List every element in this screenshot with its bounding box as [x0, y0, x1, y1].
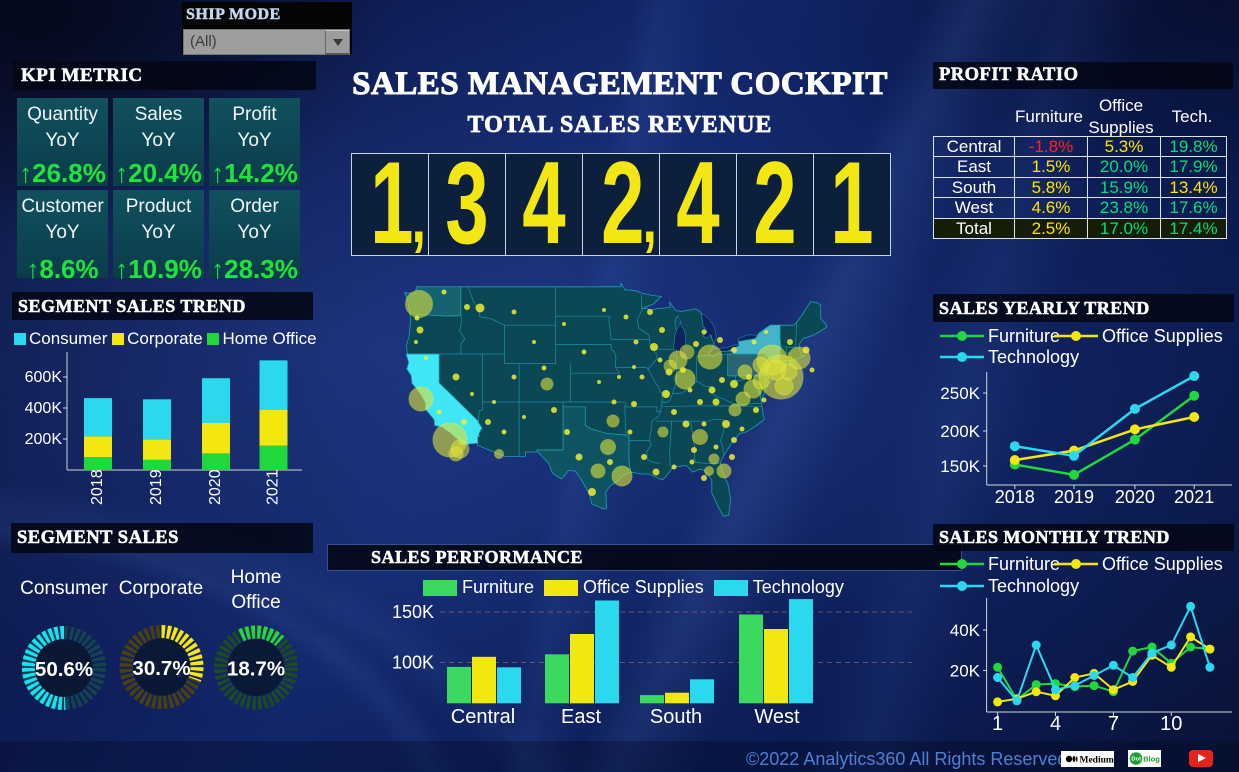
svg-text:50.6%: 50.6%	[35, 658, 93, 681]
svg-text:250K: 250K	[940, 384, 980, 403]
svg-text:10: 10	[1160, 713, 1182, 735]
svg-text:7: 7	[1108, 713, 1119, 735]
svg-text:200K: 200K	[940, 422, 980, 441]
svg-text:Technology: Technology	[988, 347, 1079, 367]
svg-text:20K: 20K	[950, 662, 981, 681]
svg-text:18.7%: 18.7%	[227, 658, 285, 681]
svg-text:Medium: Medium	[1080, 756, 1114, 766]
svg-text:2018: 2018	[89, 469, 106, 505]
svg-text:Office Supplies: Office Supplies	[1102, 326, 1223, 346]
svg-text:200K: 200K	[25, 431, 63, 448]
svg-text:Furniture: Furniture	[988, 554, 1060, 574]
svg-text:2018: 2018	[995, 487, 1035, 507]
svg-text:Technology: Technology	[988, 576, 1079, 596]
svg-text:East: East	[561, 706, 601, 728]
svg-text:2021: 2021	[265, 469, 282, 505]
svg-text:40K: 40K	[950, 621, 981, 640]
svg-text:West: West	[754, 706, 800, 728]
svg-text:Office Supplies: Office Supplies	[1102, 554, 1223, 574]
svg-text:Central: Central	[451, 706, 515, 728]
svg-text:2021: 2021	[1174, 487, 1214, 507]
svg-text:2020: 2020	[1115, 487, 1155, 507]
svg-text:2020: 2020	[207, 469, 224, 505]
svg-text:Dot: Dot	[1131, 757, 1141, 763]
svg-text:100K: 100K	[392, 653, 434, 673]
svg-text:1: 1	[992, 713, 1003, 735]
svg-text:150K: 150K	[940, 457, 980, 476]
svg-text:600K: 600K	[25, 369, 63, 386]
svg-text:4: 4	[1050, 713, 1061, 735]
svg-text:150K: 150K	[392, 602, 434, 622]
svg-text:30.7%: 30.7%	[132, 657, 190, 680]
svg-text:Furniture: Furniture	[988, 326, 1060, 346]
svg-text:2019: 2019	[148, 469, 165, 505]
svg-text:South: South	[650, 706, 702, 728]
svg-text:400K: 400K	[25, 400, 63, 417]
svg-text:Blog: Blog	[1143, 755, 1160, 764]
svg-text:2019: 2019	[1054, 487, 1094, 507]
